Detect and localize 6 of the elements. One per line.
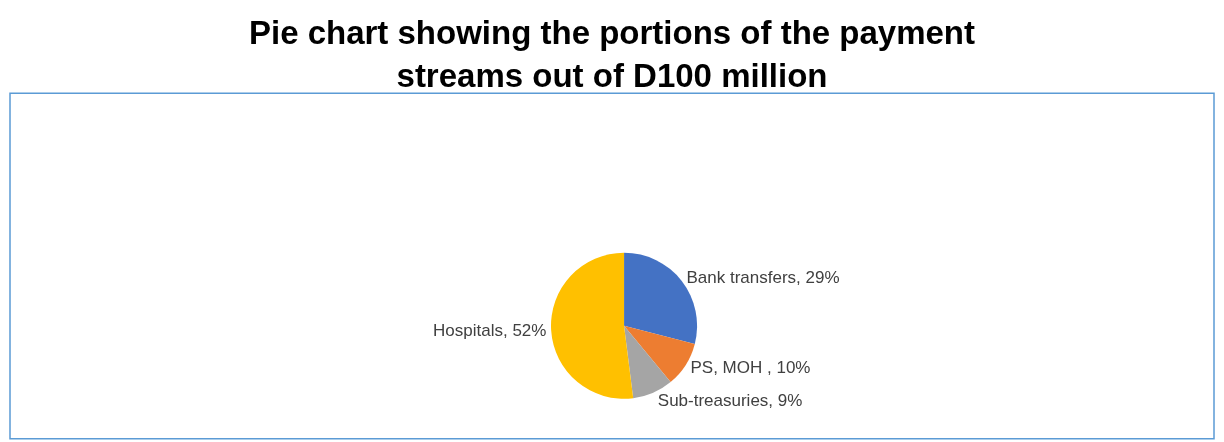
slice-label: Bank transfers, 29% [686,267,840,287]
pie-slice [551,252,634,399]
slice-label: Sub-treasuries, 9% [657,391,803,411]
slice-label: Hospitals, 52% [433,320,547,340]
slice-label: PS, MOH , 10% [690,358,811,378]
chart-title: Pie chart showing the portions of the payment streams out of D100 million [248,14,976,95]
